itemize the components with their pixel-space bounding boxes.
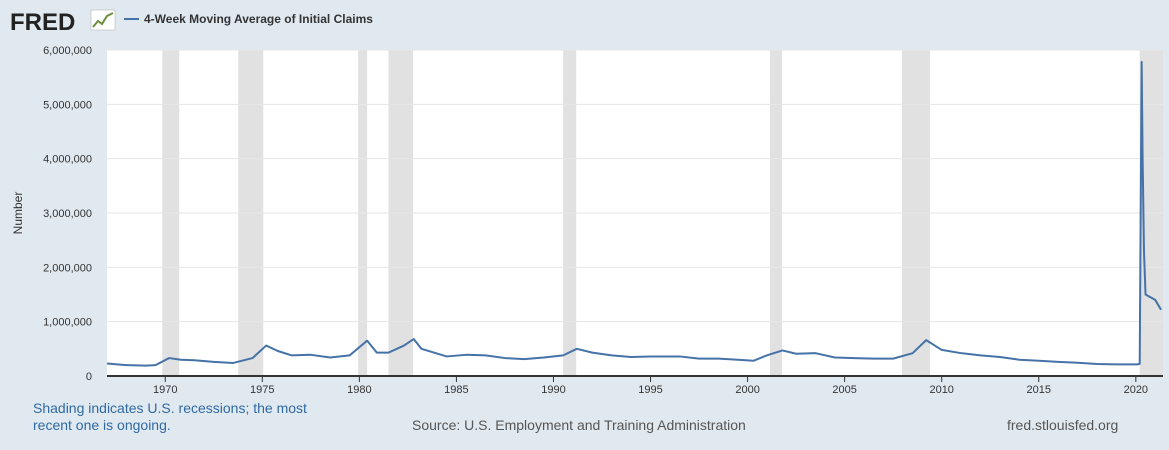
- y-tick-label: 4,000,000: [43, 154, 92, 166]
- logo-line: [92, 12, 114, 28]
- logo-icon: [90, 9, 116, 31]
- x-tick-label: 2005: [832, 384, 856, 396]
- site: fred.stlouisfed.org: [1007, 417, 1119, 433]
- x-tick-label: 1970: [153, 384, 177, 396]
- y-tick-label: 1,000,000: [43, 317, 92, 329]
- data-line: [106, 60, 1162, 367]
- y-axis-label: Number: [11, 192, 25, 235]
- x-tick-label: 2010: [929, 384, 953, 396]
- x-tick-label: 2000: [735, 384, 759, 396]
- x-tick-label: 1995: [638, 384, 662, 396]
- y-tick-label: 0: [86, 371, 92, 383]
- chart: FRED 4-Week Moving Average of Initial Cl…: [10, 9, 1163, 396]
- x-tick-label: 2020: [1124, 384, 1148, 396]
- logo: FRED: [10, 9, 75, 36]
- recession-note: Shading indicates U.S. recessions; the m…: [33, 400, 307, 433]
- x-tick-label: 1985: [444, 384, 468, 396]
- legend-label: 4-Week Moving Average of Initial Claims: [144, 12, 373, 26]
- x-tick-label: 1990: [541, 384, 565, 396]
- x-tick-label: 2015: [1027, 384, 1051, 396]
- x-tick-label: 1980: [347, 384, 371, 396]
- y-tick-label: 2,000,000: [43, 262, 92, 274]
- source: Source: U.S. Employment and Training Adm…: [412, 417, 746, 433]
- y-tick-label: 6,000,000: [43, 45, 92, 57]
- y-tick-label: 5,000,000: [43, 99, 92, 111]
- y-tick-label: 3,000,000: [43, 208, 92, 220]
- x-tick-label: 1975: [250, 384, 274, 396]
